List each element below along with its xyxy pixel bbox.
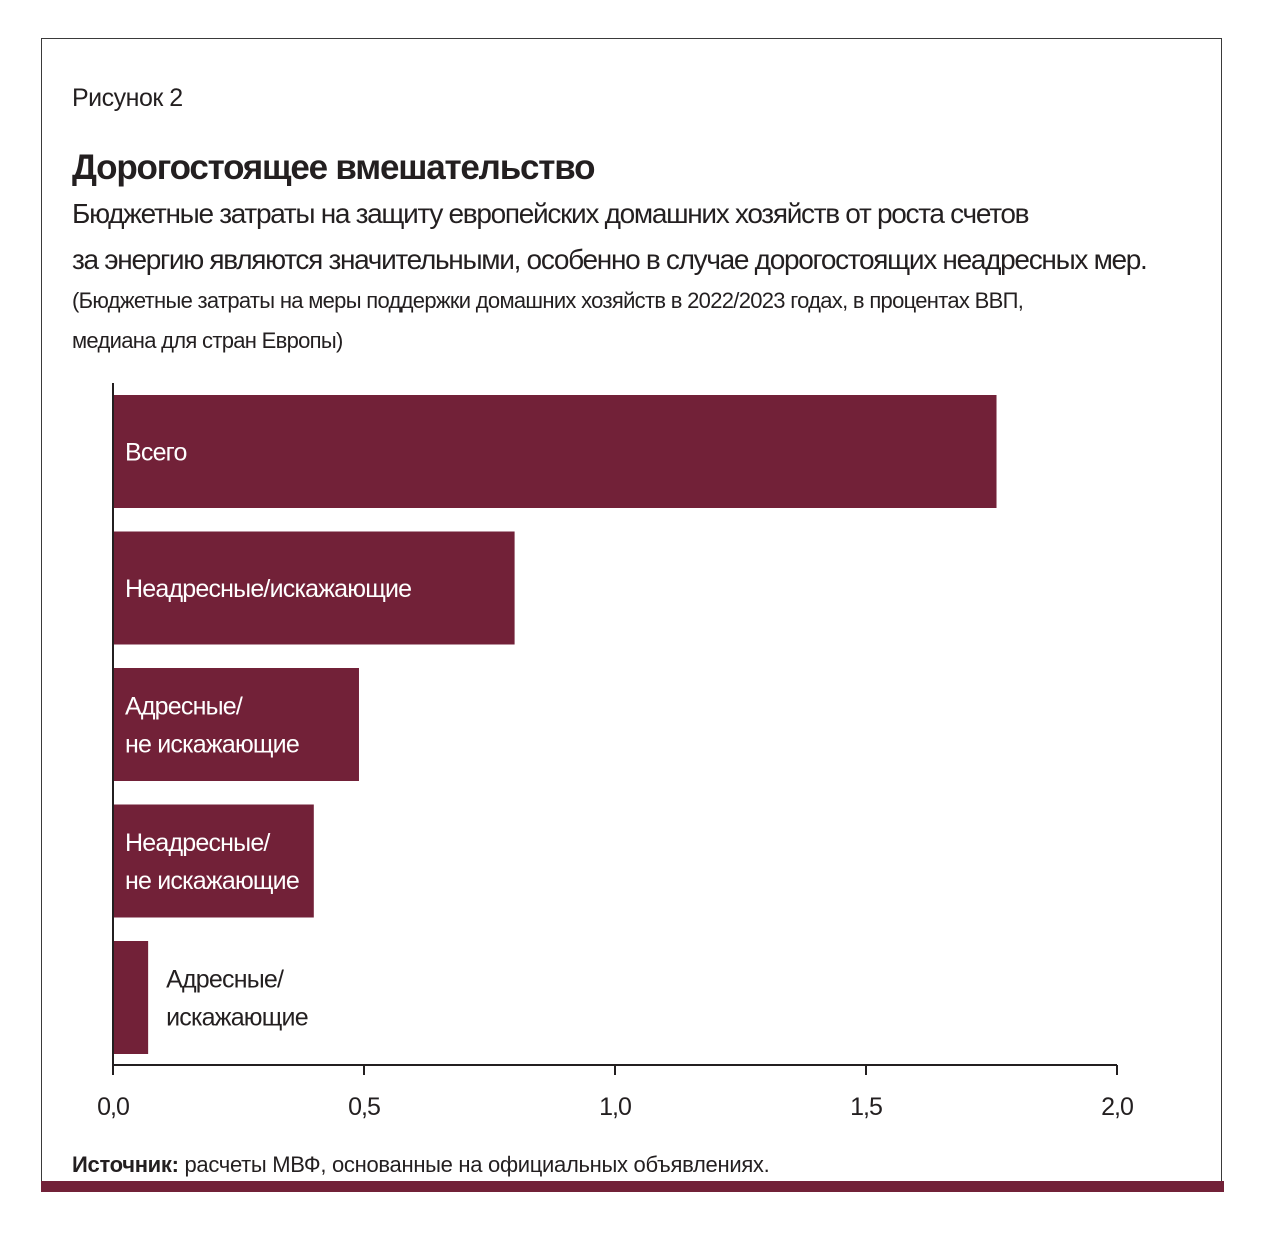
x-tick-label: 0,0 <box>97 1093 129 1121</box>
source-text: расчеты МВФ, основанные на официальных о… <box>178 1152 770 1177</box>
bottom-band <box>41 1181 1224 1192</box>
note-line-1: (Бюджетные затраты на меры поддержки дом… <box>72 288 1024 313</box>
note-line-2: медиана для стран Европы) <box>72 328 343 353</box>
bar-label: не искажающие <box>125 867 299 895</box>
bar <box>113 668 359 781</box>
source-label: Источник: <box>72 1152 179 1177</box>
x-tick-label: 1,5 <box>850 1093 882 1121</box>
bar-label: Всего <box>125 439 187 467</box>
x-tick-label: 2,0 <box>1101 1093 1133 1121</box>
bar-label: не искажающие <box>125 731 299 759</box>
x-tick-label: 1,0 <box>599 1093 631 1121</box>
bar-label: Неадресные/искажающие <box>125 575 411 603</box>
bar <box>113 395 997 508</box>
bar-label: Неадресные/ <box>125 829 270 857</box>
bar <box>113 941 149 1054</box>
figure-label: Рисунок 2 <box>72 84 183 112</box>
bar-label: искажающие <box>166 1004 308 1032</box>
chart-title: Дорогостоящее вмешательство <box>72 148 595 187</box>
bar <box>113 531 515 645</box>
bar-label: Адресные/ <box>125 693 243 721</box>
source-note: Источник: расчеты МВФ, основанные на офи… <box>72 1152 770 1178</box>
bar <box>113 804 314 918</box>
bar-label: Адресные/ <box>166 966 284 994</box>
subtitle-line-2: за энергию являются значительными, особе… <box>72 244 1148 275</box>
figure-frame <box>41 38 1222 1192</box>
subtitle-line-1: Бюджетные затраты на защиту европейских … <box>72 198 1030 229</box>
x-tick-label: 0,5 <box>348 1093 380 1121</box>
